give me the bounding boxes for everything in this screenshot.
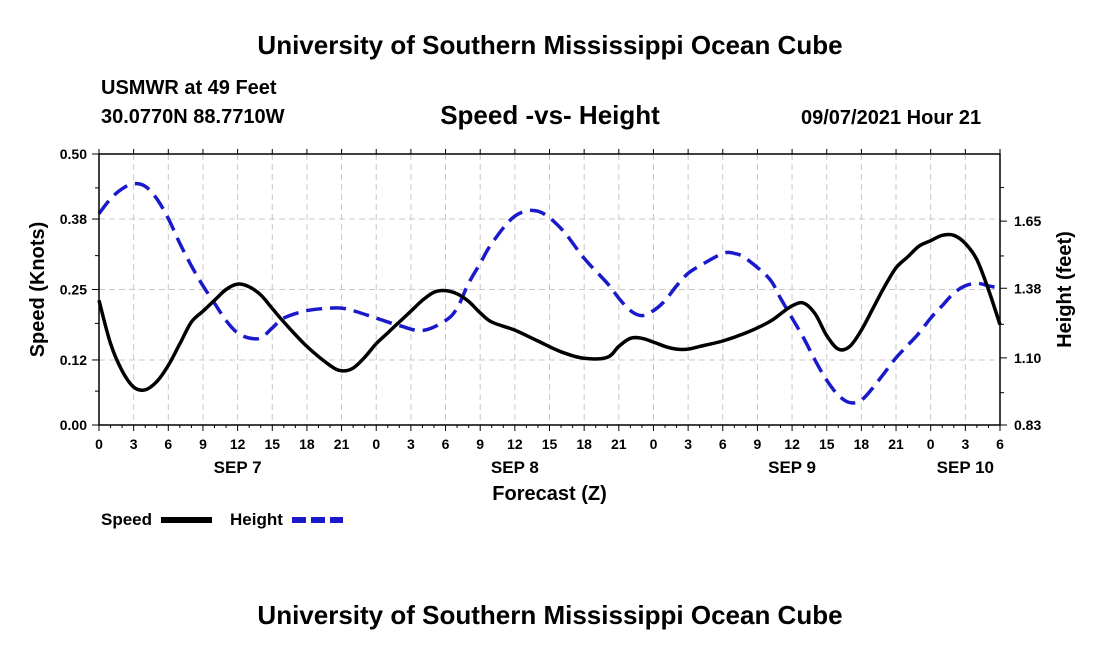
- x-tick-label: 6: [442, 436, 450, 452]
- forecast-datetime: 09/07/2021 Hour 21: [801, 107, 982, 129]
- y-tick-label-left: 0.12: [60, 352, 87, 368]
- legend-label-height: Height: [230, 510, 283, 529]
- series-line-speed: [97, 232, 1002, 392]
- y-tick-label-right: 1.38: [1014, 280, 1041, 296]
- x-tick-label: 12: [507, 436, 523, 452]
- x-tick-label: 3: [961, 436, 969, 452]
- x-tick-label: 0: [927, 436, 935, 452]
- date-label: SEP 7: [214, 458, 262, 477]
- legend-label-speed: Speed: [101, 510, 152, 529]
- x-axis-title: Forecast (Z): [492, 483, 606, 505]
- x-tick-label: 21: [611, 436, 627, 452]
- x-tick-label: 21: [888, 436, 904, 452]
- x-tick-label: 18: [576, 436, 592, 452]
- y-axis-title-left: Speed (Knots): [27, 222, 49, 358]
- x-tick-label: 9: [754, 436, 762, 452]
- page-footer-title: University of Southern Mississippi Ocean…: [257, 600, 843, 630]
- x-tick-label: 3: [130, 436, 138, 452]
- y-tick-label-left: 0.38: [60, 211, 87, 227]
- plot-frame: [98, 153, 1001, 426]
- x-tick-label: 3: [684, 436, 692, 452]
- y-tick-label-left: 0.50: [60, 146, 87, 162]
- x-tick-label: 9: [476, 436, 484, 452]
- page-title: University of Southern Mississippi Ocean…: [257, 30, 843, 60]
- x-tick-label: 15: [264, 436, 280, 452]
- x-tick-label: 6: [719, 436, 727, 452]
- x-tick-label: 21: [334, 436, 350, 452]
- date-label: SEP 8: [491, 458, 539, 477]
- y-axis-title-right: Height (feet): [1054, 231, 1076, 348]
- y-tick-label-right: 1.10: [1014, 350, 1041, 366]
- x-tick-label: 0: [650, 436, 658, 452]
- y-tick-label-right: 0.83: [1014, 417, 1041, 433]
- x-tick-label: 12: [230, 436, 246, 452]
- y-tick-label-left: 0.00: [60, 417, 87, 433]
- series-layer: [97, 181, 1002, 405]
- x-tick-label: 12: [784, 436, 800, 452]
- date-label: SEP 10: [937, 458, 994, 477]
- x-tick-label: 15: [542, 436, 558, 452]
- x-tick-label: 0: [95, 436, 103, 452]
- x-tick-label: 6: [996, 436, 1004, 452]
- x-tick-label: 9: [199, 436, 207, 452]
- station-coords: 30.0770N 88.7710W: [101, 106, 285, 128]
- x-tick-label: 0: [372, 436, 380, 452]
- x-tick-label: 15: [819, 436, 835, 452]
- x-tick-label: 18: [854, 436, 870, 452]
- tick-labels: 0 3 6 9 12 15 18 21 0 3 6 9 12 15 18 21 0 3 6 9 12 15 18 21 0 3 60…: [60, 146, 1042, 477]
- x-tick-label: 18: [299, 436, 315, 452]
- date-label: SEP 9: [768, 458, 816, 477]
- x-tick-label: 6: [164, 436, 172, 452]
- legend: Speed Height: [101, 510, 343, 529]
- station-label: USMWR at 49 Feet: [101, 77, 277, 99]
- y-tick-label-right: 1.65: [1014, 213, 1041, 229]
- chart-subtitle: Speed -vs- Height: [440, 100, 660, 130]
- x-tick-label: 3: [407, 436, 415, 452]
- y-tick-label-left: 0.25: [60, 282, 87, 298]
- grid: [99, 154, 1000, 425]
